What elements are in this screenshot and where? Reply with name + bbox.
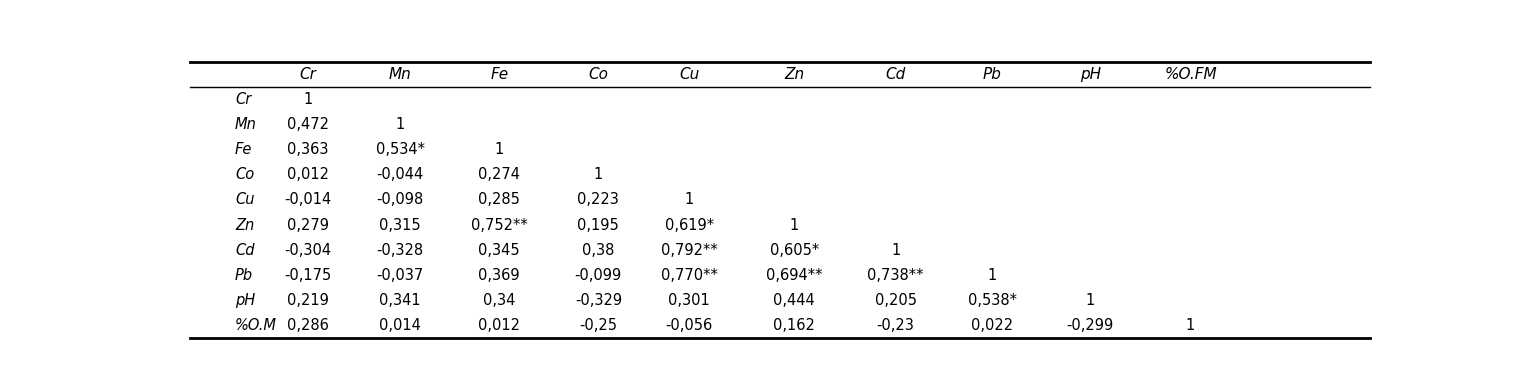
Text: -0,329: -0,329 <box>575 293 622 308</box>
Text: 0,472: 0,472 <box>288 117 329 132</box>
Text: -0,037: -0,037 <box>376 268 423 283</box>
Text: 1: 1 <box>890 243 900 258</box>
Text: 0,279: 0,279 <box>288 218 329 232</box>
Text: 0,341: 0,341 <box>379 293 422 308</box>
Text: Fe: Fe <box>490 67 508 82</box>
Text: -0,175: -0,175 <box>285 268 332 283</box>
Text: 1: 1 <box>1085 293 1094 308</box>
Text: 0,012: 0,012 <box>288 167 329 183</box>
Text: 1: 1 <box>396 117 405 132</box>
Text: -0,056: -0,056 <box>665 318 712 333</box>
Text: 1: 1 <box>988 268 997 283</box>
Text: 0,38: 0,38 <box>583 243 615 258</box>
Text: 0,770**: 0,770** <box>661 268 718 283</box>
Text: 0,619*: 0,619* <box>665 218 714 232</box>
Text: 1: 1 <box>1186 318 1195 333</box>
Text: Mn: Mn <box>234 117 257 132</box>
Text: -0,098: -0,098 <box>376 192 423 207</box>
Text: Cd: Cd <box>886 67 906 82</box>
Text: pH: pH <box>1079 67 1100 82</box>
Text: 0,738**: 0,738** <box>868 268 924 283</box>
Text: 0,444: 0,444 <box>773 293 816 308</box>
Text: 0,534*: 0,534* <box>376 142 425 157</box>
Text: -0,099: -0,099 <box>575 268 622 283</box>
Text: 0,223: 0,223 <box>577 192 619 207</box>
Text: Cu: Cu <box>679 67 699 82</box>
Text: 0,301: 0,301 <box>668 293 711 308</box>
Text: 0,205: 0,205 <box>875 293 916 308</box>
Text: 0,345: 0,345 <box>478 243 521 258</box>
Text: 0,792**: 0,792** <box>661 243 717 258</box>
Text: 0,605*: 0,605* <box>770 243 819 258</box>
Text: Pb: Pb <box>983 67 1001 82</box>
Text: -0,014: -0,014 <box>285 192 332 207</box>
Text: 0,286: 0,286 <box>288 318 329 333</box>
Text: 0,315: 0,315 <box>379 218 422 232</box>
Text: Mn: Mn <box>388 67 411 82</box>
Text: 1: 1 <box>303 92 314 107</box>
Text: 1: 1 <box>685 192 694 207</box>
Text: 0,195: 0,195 <box>577 218 619 232</box>
Text: 1: 1 <box>594 167 603 183</box>
Text: Fe: Fe <box>234 142 253 157</box>
Text: -0,299: -0,299 <box>1067 318 1114 333</box>
Text: 0,014: 0,014 <box>379 318 422 333</box>
Text: 0,274: 0,274 <box>478 167 521 183</box>
Text: -0,304: -0,304 <box>285 243 332 258</box>
Text: -0,23: -0,23 <box>877 318 915 333</box>
Text: 0,752**: 0,752** <box>470 218 528 232</box>
Text: 0,219: 0,219 <box>288 293 329 308</box>
Text: %O.M: %O.M <box>234 318 277 333</box>
Text: %O.FM: %O.FM <box>1164 67 1216 82</box>
Text: Cr: Cr <box>300 67 317 82</box>
Text: Cr: Cr <box>234 92 251 107</box>
Text: -0,328: -0,328 <box>376 243 423 258</box>
Text: Co: Co <box>589 67 609 82</box>
Text: 0,369: 0,369 <box>478 268 521 283</box>
Text: Co: Co <box>234 167 254 183</box>
Text: 0,538*: 0,538* <box>968 293 1017 308</box>
Text: Zn: Zn <box>784 67 804 82</box>
Text: 0,363: 0,363 <box>288 142 329 157</box>
Text: 0,694**: 0,694** <box>766 268 822 283</box>
Text: 1: 1 <box>495 142 504 157</box>
Text: 0,012: 0,012 <box>478 318 521 333</box>
Text: 1: 1 <box>790 218 799 232</box>
Text: Cu: Cu <box>234 192 254 207</box>
Text: Cd: Cd <box>234 243 254 258</box>
Text: Zn: Zn <box>234 218 254 232</box>
Text: -0,044: -0,044 <box>376 167 423 183</box>
Text: pH: pH <box>234 293 256 308</box>
Text: Pb: Pb <box>234 268 253 283</box>
Text: 0,162: 0,162 <box>773 318 816 333</box>
Text: 0,285: 0,285 <box>478 192 521 207</box>
Text: 0,34: 0,34 <box>482 293 516 308</box>
Text: -0,25: -0,25 <box>580 318 618 333</box>
Text: 0,022: 0,022 <box>971 318 1014 333</box>
